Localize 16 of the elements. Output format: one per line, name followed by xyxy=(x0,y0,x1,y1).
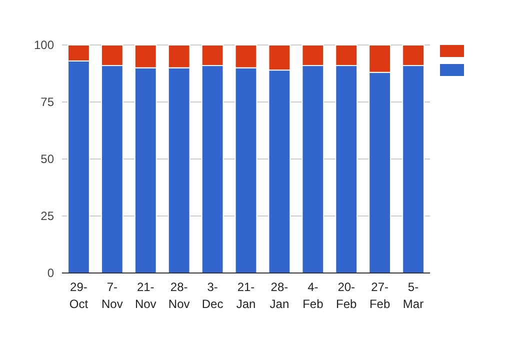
x-tick-label: 21-Nov xyxy=(134,280,156,311)
y-tick-label: 50 xyxy=(40,152,54,166)
x-tick-label: 3-Dec xyxy=(202,280,224,311)
y-tick-label: 75 xyxy=(40,95,54,110)
x-tick-label: 27-Feb xyxy=(369,280,390,311)
x-tick-label: 7-Nov xyxy=(102,280,123,311)
y-tick-label: 100 xyxy=(34,38,54,52)
x-tick-label: 21-Jan xyxy=(236,280,256,311)
x-tick-label: 5-Mar xyxy=(402,280,424,311)
x-tick-label: 28-Nov xyxy=(168,280,190,311)
x-tick-label: 28-Jan xyxy=(270,280,290,311)
x-tick-label: 20-Feb xyxy=(336,280,358,311)
x-tick-label: 29-Oct xyxy=(69,280,89,311)
y-tick-label: 25 xyxy=(40,209,54,224)
x-tick-label: 4-Feb xyxy=(302,280,324,311)
y-tick-label: 0 xyxy=(47,266,54,280)
